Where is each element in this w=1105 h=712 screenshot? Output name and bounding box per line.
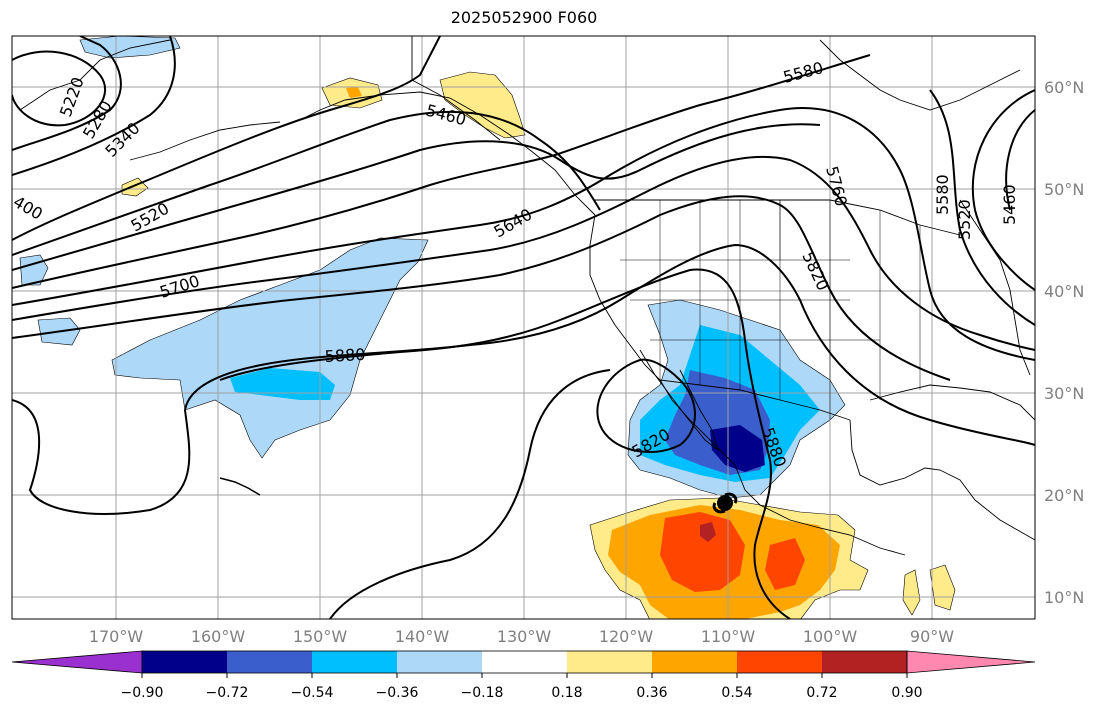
- contour-east-low-1: [1005, 109, 1035, 211]
- colorbar-tick-label: 0.36: [636, 685, 667, 701]
- longitude-labels: 170°W 160°W 150°W 140°W 130°W 120°W 110°…: [89, 627, 954, 646]
- colorbar-tick-label: −0.90: [121, 685, 164, 701]
- colorbar-tick-label: 0.54: [721, 685, 752, 701]
- colorbar-tick-label: 0.18: [551, 685, 582, 701]
- coastline-gulf-mexico: [849, 419, 1035, 541]
- tropical-cyclone-icon: [712, 492, 738, 514]
- contour-5700: [12, 155, 1035, 351]
- colorbar-swatch: [397, 651, 482, 673]
- coastline-east: [959, 199, 1031, 376]
- colorbar-tick-label: −0.36: [376, 685, 419, 701]
- coastline-west-coast: [589, 214, 906, 556]
- pos-anomaly-caribbean-2: [929, 564, 956, 611]
- colorbar-swatch: [567, 651, 652, 673]
- pos-anomaly-east-pacific-strong: [660, 512, 745, 592]
- colorbar-swatch: [312, 651, 397, 673]
- lat-label: 20°N: [1044, 486, 1084, 505]
- colorbar-swatch: [737, 651, 822, 673]
- colorbar-swatch: [142, 651, 227, 673]
- border-alaska-canada: [411, 36, 501, 141]
- contour-5580: [12, 54, 871, 289]
- neg-anomaly-mexico-darkest: [710, 425, 765, 472]
- lon-label: 120°W: [599, 627, 654, 646]
- colorbar-tick-label: −0.72: [206, 685, 249, 701]
- neg-anomaly-pacific: [111, 237, 429, 459]
- contour-5340: [12, 36, 176, 176]
- lat-label: 50°N: [1044, 180, 1084, 199]
- colorbar-tick-label: 0.90: [891, 685, 922, 701]
- contour-5280: [12, 36, 122, 151]
- coastline-baja: [639, 349, 719, 452]
- lon-label: 130°W: [497, 627, 552, 646]
- contour-5880-south: [329, 369, 611, 619]
- lon-label: 90°W: [910, 627, 954, 646]
- lon-label: 110°W: [701, 627, 756, 646]
- colorbar-tick-label: −0.54: [291, 685, 334, 701]
- contour-label: 5460: [1000, 184, 1019, 225]
- colorbar-outline: [141, 650, 908, 674]
- map-border: [11, 35, 1036, 620]
- pos-anomaly-east-pacific-max: [700, 522, 716, 542]
- contour-label: 5520: [955, 199, 974, 240]
- colorbar-swatch: [227, 651, 312, 673]
- lat-label: 40°N: [1044, 282, 1084, 301]
- contour-5760: [12, 195, 951, 381]
- coastline-hawaii: [219, 477, 261, 496]
- contour-east-low-2: [971, 89, 1035, 291]
- contour-5520: [12, 123, 821, 271]
- coastline-hudson: [819, 39, 1021, 111]
- contour-5820-low: [596, 358, 696, 453]
- lon-label: 170°W: [89, 627, 144, 646]
- contour-label: 5880: [324, 345, 366, 366]
- lon-label: 100°W: [803, 627, 858, 646]
- contour-5460: [12, 110, 601, 256]
- colorbar-extend-max: [906, 650, 1036, 674]
- colorbar-tick-label: 0.72: [806, 685, 837, 701]
- colorbar-swatch: [652, 651, 737, 673]
- border-us-mexico: [659, 379, 851, 421]
- colorbar-swatch: [822, 651, 907, 673]
- lon-label: 150°W: [293, 627, 348, 646]
- contour-5640: [12, 107, 1035, 361]
- latitude-labels: 60°N 50°N 40°N 30°N 20°N 10°N: [1044, 78, 1084, 607]
- graticule: [12, 36, 1035, 619]
- lat-label: 30°N: [1044, 384, 1084, 403]
- lon-label: 140°W: [395, 627, 450, 646]
- map-title: 2025052900 F060: [450, 8, 598, 27]
- lon-label: 160°W: [191, 627, 246, 646]
- contour-5220: [12, 50, 106, 127]
- coastline-gulf: [869, 384, 1035, 421]
- pos-anomaly-caribbean: [902, 569, 921, 616]
- neg-anomaly-pacific-core: [230, 368, 335, 400]
- lat-label: 10°N: [1044, 588, 1084, 607]
- coastline-aleutians: [129, 121, 281, 161]
- height-contours: [12, 36, 1035, 619]
- colorbar-tick-label: −0.18: [461, 685, 504, 701]
- contour-5880: [219, 268, 791, 619]
- colorbar-swatch: [482, 651, 567, 673]
- state-lines: [620, 200, 921, 420]
- pos-anomaly-east-pacific-strong-2: [765, 538, 805, 590]
- coastline-alaska: [299, 91, 596, 216]
- pos-anomaly-bering-core: [346, 87, 362, 98]
- coastline-bering: [19, 39, 171, 111]
- colorbar-extend-min: [11, 650, 143, 674]
- coastlines-and-borders: [19, 36, 1035, 556]
- colorbar: −0.90 −0.72 −0.54 −0.36 −0.18 0.18 0.36 0.54 0.7…: [11, 650, 1036, 701]
- contour-5400: [12, 36, 441, 241]
- shaded-anomaly-fields: [19, 36, 956, 619]
- contour-label: 5580: [933, 174, 952, 215]
- lat-label: 60°N: [1044, 78, 1084, 97]
- contour-east-low-3: [929, 89, 1035, 326]
